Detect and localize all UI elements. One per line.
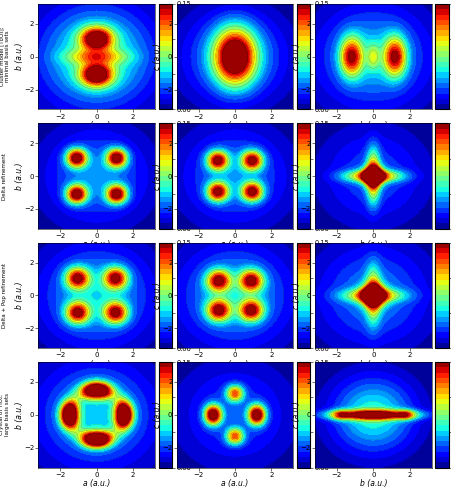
- X-axis label: a (a.u.): a (a.u.): [221, 360, 249, 368]
- Y-axis label: b (a.u.): b (a.u.): [15, 43, 24, 70]
- Text: Cluster model [Ti₂O₃];
minimal basis sets: Cluster model [Ti₂O₃]; minimal basis set…: [0, 27, 10, 86]
- Text: Delta refinement: Delta refinement: [2, 152, 7, 200]
- X-axis label: a (a.u.): a (a.u.): [221, 240, 249, 250]
- X-axis label: a (a.u.): a (a.u.): [83, 479, 110, 488]
- X-axis label: a (a.u.): a (a.u.): [221, 479, 249, 488]
- Y-axis label: c (a.u.): c (a.u.): [153, 282, 162, 309]
- X-axis label: b (a.u.): b (a.u.): [359, 479, 387, 488]
- X-axis label: a (a.u.): a (a.u.): [83, 121, 110, 130]
- Y-axis label: c (a.u.): c (a.u.): [291, 282, 300, 309]
- Y-axis label: c (a.u.): c (a.u.): [291, 44, 300, 70]
- Text: Crystal of TiO₂;
large basis sets: Crystal of TiO₂; large basis sets: [0, 394, 10, 436]
- X-axis label: b (a.u.): b (a.u.): [359, 121, 387, 130]
- X-axis label: b (a.u.): b (a.u.): [359, 360, 387, 368]
- X-axis label: b (a.u.): b (a.u.): [359, 240, 387, 250]
- Text: Delta + Pop refinement: Delta + Pop refinement: [2, 263, 7, 328]
- Y-axis label: b (a.u.): b (a.u.): [15, 282, 24, 309]
- Y-axis label: c (a.u.): c (a.u.): [153, 402, 162, 428]
- Y-axis label: b (a.u.): b (a.u.): [15, 162, 24, 190]
- Y-axis label: c (a.u.): c (a.u.): [153, 162, 162, 190]
- Y-axis label: b (a.u.): b (a.u.): [15, 401, 24, 428]
- X-axis label: a (a.u.): a (a.u.): [221, 121, 249, 130]
- X-axis label: a (a.u.): a (a.u.): [83, 360, 110, 368]
- Y-axis label: c (a.u.): c (a.u.): [153, 44, 162, 70]
- X-axis label: a (a.u.): a (a.u.): [83, 240, 110, 250]
- Y-axis label: c (a.u.): c (a.u.): [291, 162, 300, 190]
- Y-axis label: c (a.u.): c (a.u.): [291, 402, 300, 428]
